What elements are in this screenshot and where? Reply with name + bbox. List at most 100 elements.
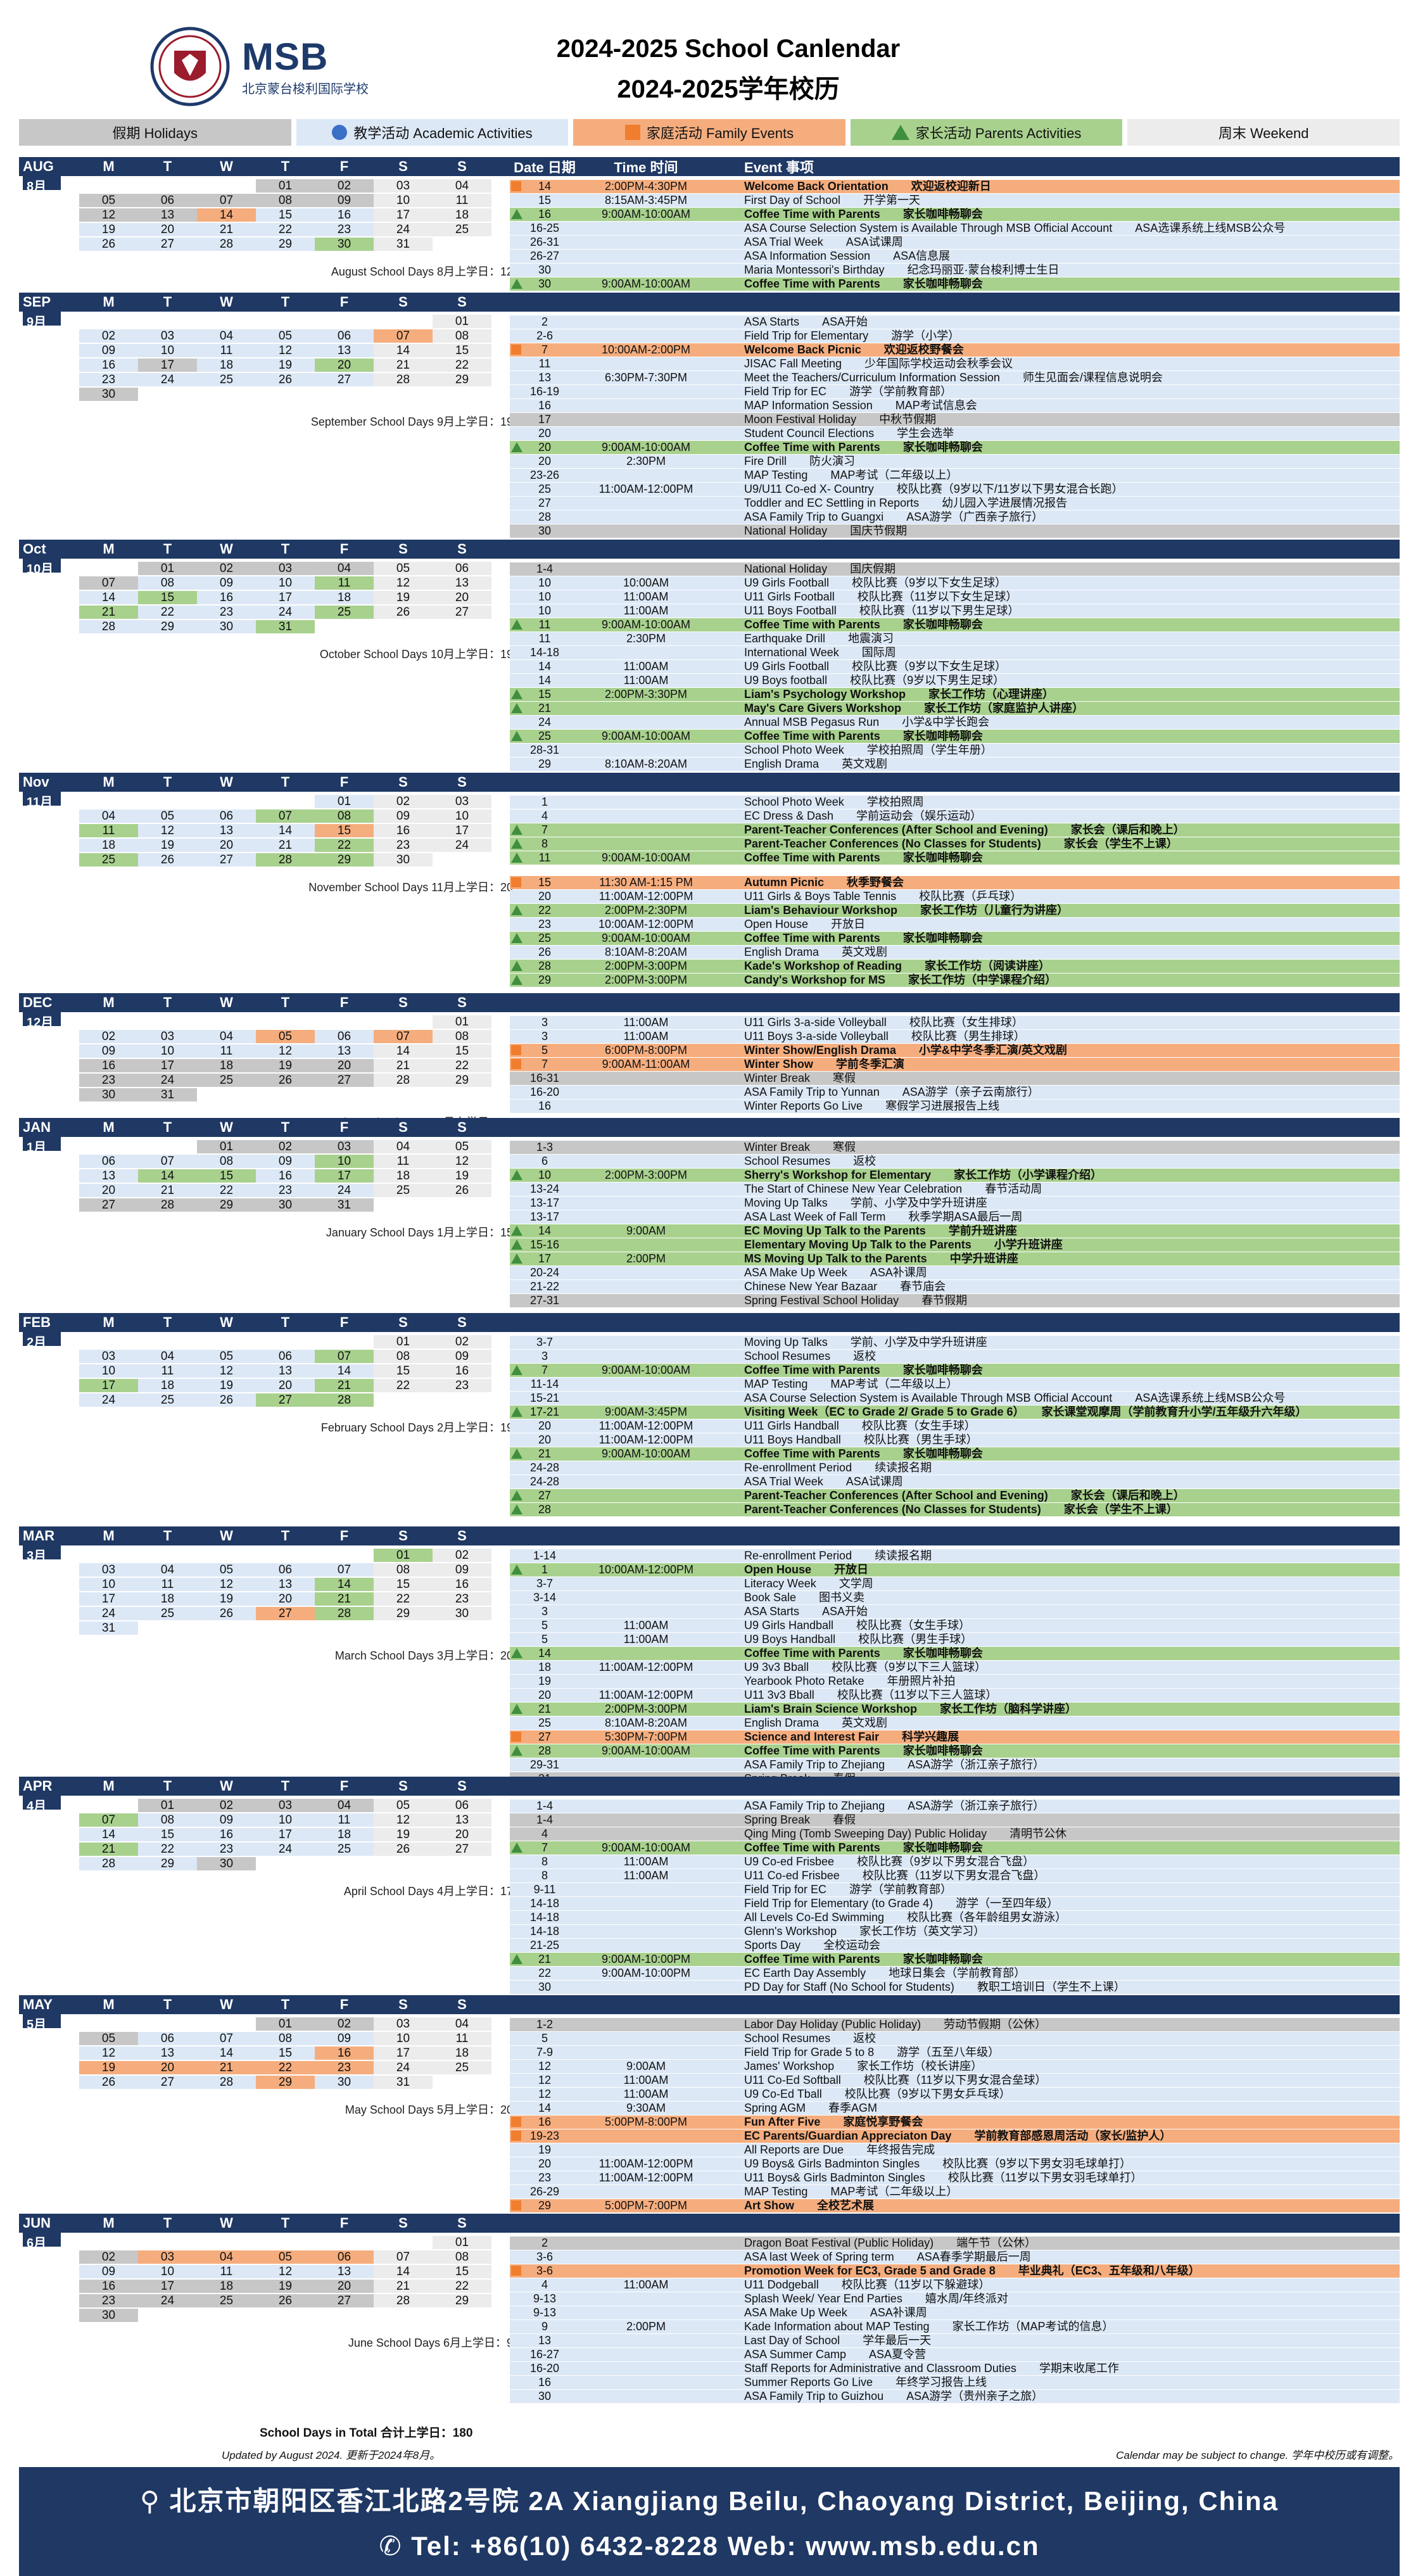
day-cell: 28	[315, 1393, 374, 1407]
total-school-days: School Days in Total 合计上学日：180	[260, 2427, 473, 2440]
day-cell: 31	[138, 1088, 197, 1101]
event-name: Student Council Elections 学生会选举	[744, 427, 954, 440]
event-time	[579, 1100, 712, 1113]
day-cell: 10	[79, 1364, 138, 1378]
event-time	[579, 2032, 712, 2045]
event-row: 2 Dragon Boat Festival (Public Holiday) 端…	[510, 2237, 1400, 2250]
day-cell: 08	[433, 2250, 491, 2264]
day-cell: 11	[433, 2032, 491, 2045]
day-cell: 08	[256, 2032, 315, 2045]
event-date: 20	[538, 441, 552, 454]
event-time	[579, 1675, 712, 1688]
day-cell: 14	[374, 2265, 433, 2278]
empty-day-cell	[197, 388, 256, 401]
calendar-header: MAY M T W T F S S	[19, 1995, 513, 2014]
event-name: U9 Co-Ed Tball 校队比赛（9岁以下男女乒乓球）	[744, 2088, 1011, 2100]
school-crest-icon	[150, 27, 230, 106]
calendar-header: DEC M T W T F S S	[19, 993, 513, 1012]
event-date: 26-29	[529, 2185, 560, 2198]
event-name: MAP Testing MAP考试（二年级以上）	[744, 2185, 958, 2198]
empty-day-cell	[79, 1015, 138, 1029]
day-cell: 23	[79, 2294, 138, 2307]
day-cell: 15	[315, 824, 374, 837]
event-date: 15	[538, 876, 552, 889]
event-time	[579, 1183, 712, 1196]
event-row: 20 11:00AM-12:00PM U11 Girls Handball 校队比赛…	[510, 1419, 1400, 1433]
day-cell: 03	[79, 1350, 138, 1363]
day-cell: 05	[433, 1140, 491, 1153]
day-cell: 28	[197, 238, 256, 251]
event-row: 13-24 The Start of Chinese New Year Celeb…	[510, 1183, 1400, 1196]
event-name: Labor Day Holiday (Public Holiday) 劳动节假期…	[744, 2018, 1047, 2031]
day-cell: 04	[315, 1799, 374, 1812]
weekday-header: W	[220, 1119, 233, 1135]
day-cell: 10	[374, 2032, 433, 2045]
events-header	[510, 1313, 1400, 1332]
day-cell: 24	[79, 1393, 138, 1407]
event-name: MS Moving Up Talk to the Parents 中学升班讲座	[744, 1252, 1018, 1265]
event-date: 3	[541, 1350, 548, 1362]
event-time: 8:10AM-8:20AM	[604, 946, 688, 958]
event-time: 11:00AM-12:00PM	[598, 2157, 693, 2170]
event-row: 14 Coffee Time with Parents 家长咖啡畅聊会	[510, 1647, 1400, 1660]
day-cell: 16	[197, 591, 256, 604]
event-name: Field Trip for EC 游学（学前教育部）	[744, 1883, 953, 1896]
day-cell: 08	[256, 194, 315, 207]
event-date: 24-28	[529, 1475, 560, 1488]
day-cell: 26	[79, 2076, 138, 2089]
event-time	[579, 2143, 712, 2157]
day-cell: 11	[197, 344, 256, 357]
day-cell: 12	[79, 208, 138, 222]
event-row: 16 5:00PM-8:00PM Fun After Five 家庭悦享野餐会	[510, 2116, 1400, 2129]
week-row: 02 03 04 05 06 07 08	[79, 1029, 513, 1044]
event-name: Field Trip for EC 游学（学前教育部）	[744, 385, 953, 398]
empty-day-cell	[433, 620, 491, 633]
contact-text: Tel: +86(10) 6432-8228 Web: www.msb.edu.…	[411, 2531, 1040, 2561]
week-row: 31	[79, 1621, 513, 1635]
event-row: 3-7 Moving Up Talks 学前、小学及中学升班讲座	[510, 1336, 1400, 1349]
weekday-header: S	[398, 1996, 408, 2012]
phone-icon: ✆	[379, 2531, 412, 2561]
week-row: 01 02 03 04 05 06	[79, 561, 513, 576]
day-cell: 15	[138, 1828, 197, 1841]
weekday-header: S	[398, 1119, 408, 1135]
event-date: 18	[538, 1661, 552, 1673]
event-row: 14-18 Field Trip for Elementary (to Grade…	[510, 1897, 1400, 1910]
month-events-table: 3-7 Moving Up Talks 学前、小学及中学升班讲座 3 School R…	[510, 1313, 1400, 1517]
empty-day-cell	[197, 2309, 256, 2322]
event-date: 10	[538, 1169, 552, 1181]
month-name-en: APR	[23, 1778, 53, 1794]
week-row: 02 03 04 05 06 07 08	[79, 329, 513, 343]
day-cell: 06	[197, 809, 256, 823]
event-time	[579, 744, 712, 757]
event-time	[579, 1461, 712, 1475]
event-row: 14 11:00AM U9 Girls Football 校队比赛（9岁以下女生足球…	[510, 660, 1400, 673]
day-cell: 30	[315, 2076, 374, 2089]
event-name: U11 Co-Ed Softball 校队比赛（11岁以下男女混合垒球）	[744, 2074, 1047, 2086]
event-name: U11 Dodgeball 校队比赛（11岁以下躲避球）	[744, 2278, 991, 2291]
day-cell: 14	[256, 824, 315, 837]
event-name: Coffee Time with Parents 家长咖啡畅聊会	[744, 441, 983, 454]
day-cell: 11	[79, 824, 138, 837]
weekday-header: F	[339, 1119, 349, 1135]
day-cell: 05	[256, 2250, 315, 2264]
event-time: 9:00AM-10:00AM	[601, 932, 691, 944]
day-cell: 16	[315, 2046, 374, 2060]
weekday-header: T	[281, 1996, 290, 2012]
event-date: 7	[541, 1841, 548, 1854]
event-row: 4 EC Dress & Dash 学前运动会（娱乐运动）	[510, 809, 1400, 823]
day-cell: 26	[79, 238, 138, 251]
event-time: 9:00AM-10:00AM	[601, 1841, 691, 1854]
week-row: 12 13 14 15 16 17 18	[79, 2046, 513, 2060]
day-cell: 16	[79, 1059, 138, 1072]
parents-activity-icon	[511, 1365, 522, 1375]
parents-activity-icon	[511, 853, 522, 863]
week-row: 06 07 08 09 10 11 12	[79, 1154, 513, 1169]
event-row: 20 2:30PM Fire Drill 防火演习	[510, 455, 1400, 468]
empty-day-cell	[315, 1857, 374, 1870]
day-cell: 24	[256, 606, 315, 619]
school-days-note: October School Days 10月上学日：19	[319, 648, 513, 661]
day-cell: 03	[374, 2017, 433, 2031]
event-name: Coffee Time with Parents 家长咖啡畅聊会	[744, 618, 983, 631]
day-cell: 06	[138, 2032, 197, 2045]
